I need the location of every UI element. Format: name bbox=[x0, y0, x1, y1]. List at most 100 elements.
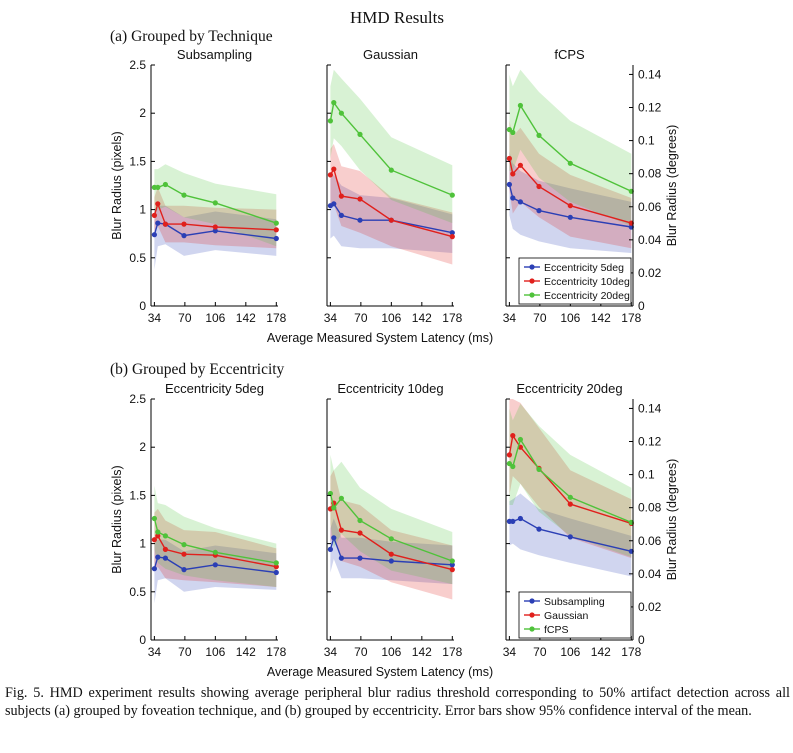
panel-subsampling: Subsampling 34 70 106 142 178 0 0.5 1 1.5 2 2.5 bbox=[129, 47, 286, 325]
y-tick-label-right: 0 bbox=[638, 633, 645, 647]
data-point-eccentricity-10deg bbox=[536, 183, 542, 190]
y-tick-label-left: 1.5 bbox=[129, 488, 146, 502]
series-line-eccentricity-10deg bbox=[508, 158, 632, 224]
y-tick-label-right: 0.02 bbox=[638, 600, 662, 614]
confidence-band-fcps bbox=[154, 485, 277, 587]
data-point-eccentricity-10deg bbox=[338, 193, 344, 199]
data-point-eccentricity-10deg bbox=[273, 227, 279, 233]
confidence-band-fcps bbox=[509, 403, 632, 558]
x-tick-label: 34 bbox=[324, 311, 338, 325]
y-tick-label-left: 1.5 bbox=[129, 154, 146, 168]
data-point-fcps bbox=[212, 549, 218, 555]
x-tick-label: 70 bbox=[533, 645, 547, 659]
data-point-fcps bbox=[388, 536, 394, 542]
data-point-eccentricity-20deg bbox=[510, 129, 516, 136]
legend-swatch-marker bbox=[529, 278, 535, 284]
data-point-subsampling bbox=[449, 562, 455, 568]
x-axis-label: Average Measured System Latency (ms) bbox=[267, 331, 493, 345]
data-point-subsampling bbox=[388, 558, 394, 564]
y-tick-label-right: 0.14 bbox=[638, 401, 662, 415]
data-point-eccentricity-10deg bbox=[331, 166, 337, 172]
row-1: (b) Grouped by Eccentricity Average Measu… bbox=[110, 361, 679, 679]
confidence-band-subsampling bbox=[330, 518, 453, 585]
x-tick-label: 70 bbox=[354, 645, 368, 659]
data-point-eccentricity-10deg bbox=[357, 196, 363, 202]
confidence-band-gaussian bbox=[509, 399, 632, 559]
y-tick-label-right: 0 bbox=[638, 299, 645, 313]
legend-label-subsampling: Subsampling bbox=[544, 596, 605, 608]
data-point-eccentricity-10deg bbox=[449, 234, 455, 240]
data-point-eccentricity-5deg bbox=[338, 212, 344, 218]
y-tick-label-right: 0.08 bbox=[638, 501, 662, 515]
legend-label-fcps: fCPS bbox=[544, 624, 569, 636]
panel-title: Eccentricity 20deg bbox=[516, 381, 622, 396]
data-point-eccentricity-10deg bbox=[212, 224, 218, 230]
data-point-eccentricity-20deg bbox=[327, 118, 333, 124]
confidence-band-eccentricity-5deg bbox=[509, 151, 632, 253]
confidence-band-eccentricity-10deg bbox=[154, 187, 277, 249]
data-point-subsampling bbox=[567, 534, 573, 540]
data-point-subsampling bbox=[151, 566, 157, 572]
data-point-eccentricity-20deg bbox=[517, 102, 524, 109]
x-tick-label: 178 bbox=[442, 645, 462, 659]
y-tick-label-right: 0.08 bbox=[638, 167, 662, 181]
x-tick-label: 142 bbox=[236, 645, 256, 659]
data-point-gaussian bbox=[510, 433, 516, 439]
x-tick-label: 178 bbox=[266, 311, 286, 325]
legend-label-eccentricity-10deg: Eccentricity 10deg bbox=[544, 276, 630, 288]
data-point-fcps bbox=[510, 463, 516, 470]
y-tick-label-right: 0.1 bbox=[638, 134, 655, 148]
data-point-eccentricity-20deg bbox=[331, 100, 337, 106]
x-tick-label: 142 bbox=[412, 311, 432, 325]
x-tick-label: 34 bbox=[148, 645, 162, 659]
data-point-fcps bbox=[567, 494, 573, 500]
data-point-eccentricity-5deg bbox=[517, 199, 524, 205]
data-point-gaussian bbox=[506, 452, 512, 458]
x-tick-label: 106 bbox=[560, 311, 580, 325]
data-point-subsampling bbox=[181, 567, 187, 573]
data-point-fcps bbox=[536, 466, 542, 472]
data-point-fcps bbox=[162, 533, 168, 539]
data-point-eccentricity-5deg bbox=[449, 230, 455, 236]
x-tick-label: 34 bbox=[148, 311, 162, 325]
data-point-eccentricity-20deg bbox=[449, 192, 455, 198]
data-point-subsampling bbox=[338, 555, 344, 561]
y-tick-label-right: 0.1 bbox=[638, 468, 655, 482]
legend-label-eccentricity-5deg: Eccentricity 5deg bbox=[544, 262, 624, 274]
legend: Subsampling Gaussian fCPS bbox=[518, 591, 632, 639]
panel-title: Subsampling bbox=[177, 47, 252, 62]
x-tick-label: 34 bbox=[324, 645, 338, 659]
data-point-subsampling bbox=[155, 554, 161, 560]
confidence-band-eccentricity-20deg bbox=[330, 69, 453, 224]
data-point-eccentricity-5deg bbox=[567, 214, 573, 220]
data-point-eccentricity-5deg bbox=[273, 235, 279, 242]
confidence-band-fcps bbox=[330, 454, 453, 585]
panel-eccentricity-5deg: Eccentricity 5deg 34 70 106 142 178 0 0.5 1 1.5 2 2… bbox=[129, 381, 286, 659]
data-point-gaussian bbox=[181, 551, 187, 557]
figure-title: HMD Results bbox=[350, 8, 444, 27]
x-tick-label: 142 bbox=[591, 311, 611, 325]
y-tick-label-right: 0.02 bbox=[638, 266, 662, 280]
data-point-eccentricity-20deg bbox=[162, 181, 168, 188]
data-point-gaussian bbox=[273, 564, 279, 570]
legend-swatch-marker bbox=[529, 626, 535, 632]
data-point-fcps bbox=[155, 529, 161, 535]
data-point-fcps bbox=[357, 517, 363, 524]
data-point-eccentricity-10deg bbox=[517, 162, 524, 168]
data-point-eccentricity-10deg bbox=[506, 155, 512, 162]
data-point-eccentricity-20deg bbox=[357, 131, 363, 137]
data-point-eccentricity-20deg bbox=[536, 132, 542, 138]
data-point-subsampling bbox=[212, 562, 218, 568]
x-tick-label: 178 bbox=[266, 645, 286, 659]
x-tick-label: 70 bbox=[178, 311, 192, 325]
data-point-subsampling bbox=[357, 555, 363, 561]
data-point-eccentricity-5deg bbox=[151, 232, 157, 238]
row-heading: (a) Grouped by Technique bbox=[110, 28, 273, 45]
x-tick-label: 70 bbox=[354, 311, 368, 325]
y-tick-label-right: 0.04 bbox=[638, 233, 662, 247]
data-point-fcps bbox=[273, 560, 279, 566]
x-tick-label: 106 bbox=[381, 645, 401, 659]
data-point-eccentricity-5deg bbox=[510, 195, 516, 201]
